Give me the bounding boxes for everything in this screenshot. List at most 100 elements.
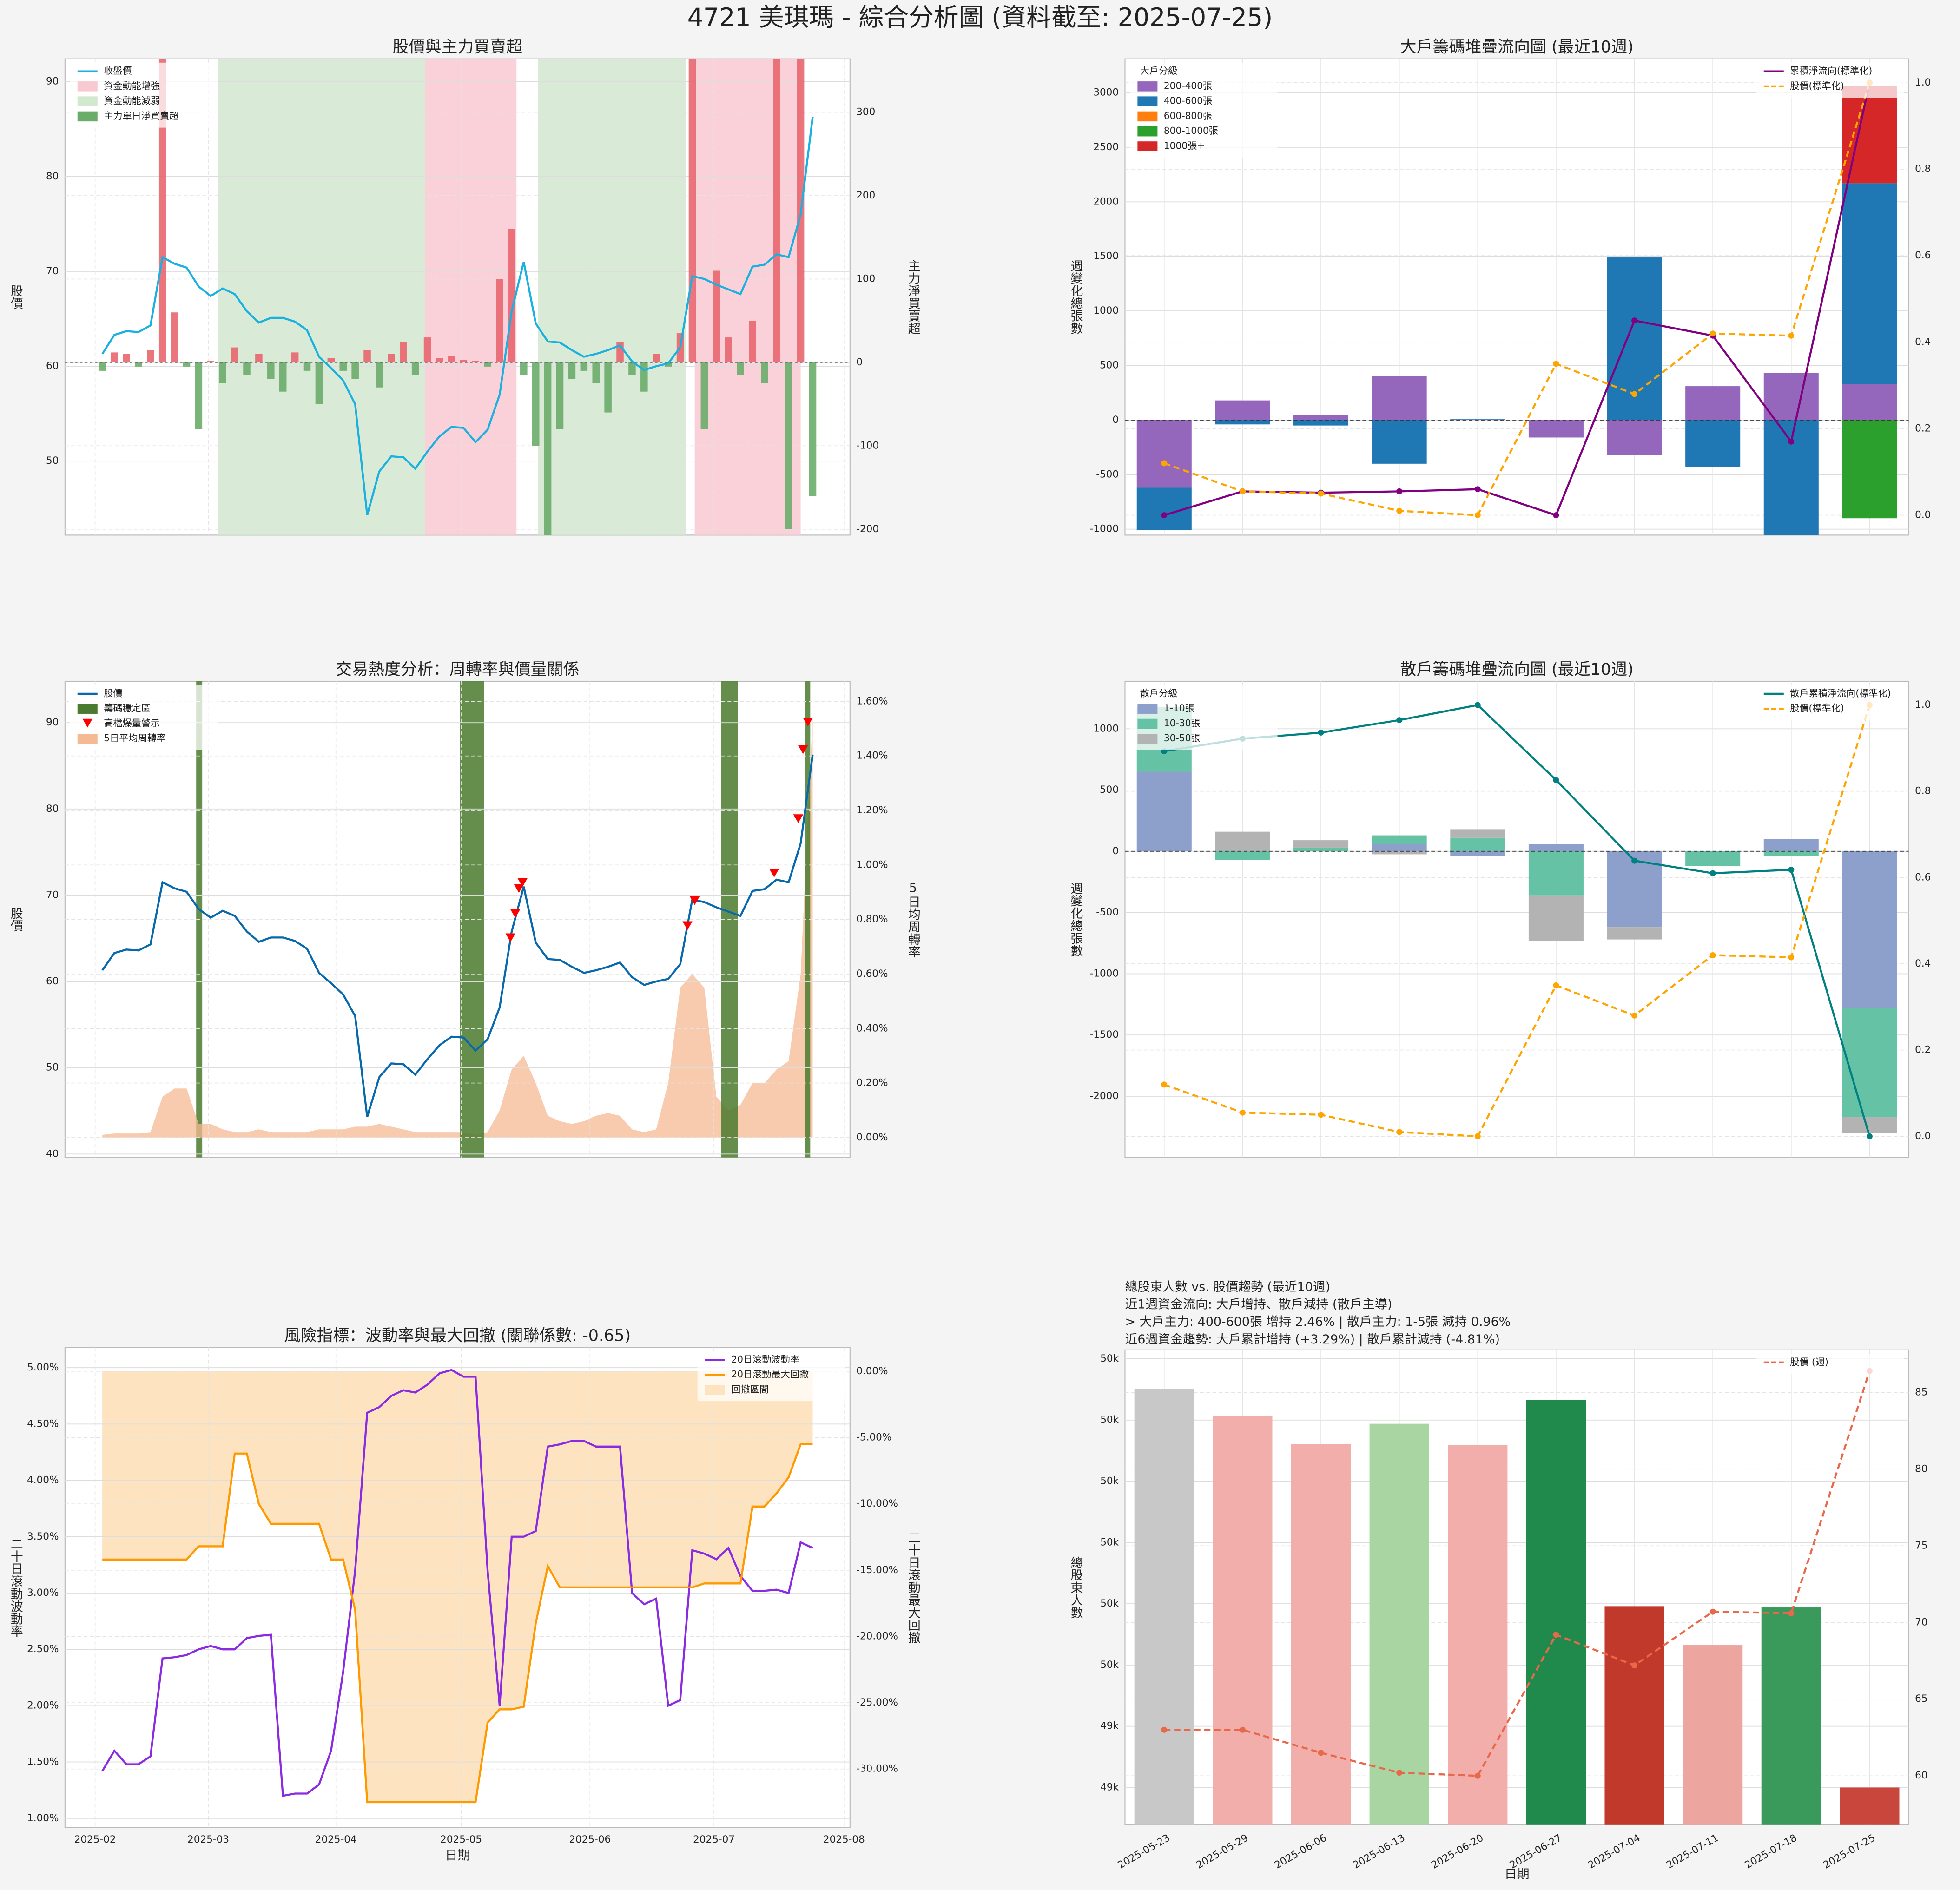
line-marker: [1474, 702, 1481, 708]
y2-tick-label: 0.80%: [856, 914, 888, 925]
bar: [508, 229, 515, 362]
line-marker: [1239, 1726, 1246, 1733]
y2-tick-label: 200: [856, 190, 875, 201]
y-tick-label: 50k: [1100, 1659, 1119, 1671]
chart-title: 股價與主力買賣超: [393, 38, 523, 57]
legend-label: 400-600張: [1164, 95, 1212, 106]
legend-label: 收盤價: [104, 65, 132, 76]
y2-axis-label: 主力淨買賣超: [906, 259, 920, 335]
legend-title: 大戶分級: [1140, 65, 1178, 76]
bar: [688, 59, 696, 362]
bar: [1215, 831, 1270, 851]
span: [694, 59, 801, 535]
legend-title: 散戶分級: [1140, 687, 1178, 698]
y-tick-label: 500: [1100, 784, 1119, 796]
bar: [532, 362, 540, 446]
bar: [1528, 851, 1584, 896]
bar: [1528, 844, 1584, 851]
warning-marker: [793, 814, 804, 823]
legend-label: 10-30張: [1164, 718, 1201, 729]
line-marker: [1396, 507, 1403, 514]
legend-box: [697, 1351, 845, 1402]
bar: [1528, 895, 1584, 941]
bar: [279, 362, 287, 392]
bar: [809, 362, 817, 496]
bar: [1683, 1645, 1743, 1825]
chart-title: > 大戶主力: 400-600張 增持 2.46% | 散戶主力: 1-5張 減…: [1125, 1315, 1511, 1329]
y2-tick-label: 0.00%: [856, 1132, 888, 1143]
y2-tick-label: 0.0: [1915, 1130, 1931, 1142]
line-marker: [1474, 1133, 1481, 1139]
bar: [123, 354, 130, 362]
bar: [231, 347, 238, 362]
y-tick-label: -1500: [1090, 1029, 1119, 1040]
bar: [773, 59, 780, 362]
line-marker: [1396, 1770, 1403, 1776]
y2-tick-label: 0.8: [1915, 785, 1931, 797]
bar: [496, 279, 503, 362]
legend-label: 股價: [104, 687, 122, 698]
bar: [1842, 420, 1897, 519]
legend-label: 主力單日淨買賣超: [104, 110, 178, 121]
y-tick-label: 1500: [1093, 250, 1119, 262]
bar: [195, 362, 203, 429]
bar: [1450, 419, 1505, 420]
bar: [111, 352, 118, 362]
y2-tick-label: 70: [1915, 1616, 1927, 1628]
y-tick-label: 70: [46, 265, 59, 277]
y-tick-label: 1000: [1093, 305, 1119, 316]
legend-label: 股價(標準化): [1790, 703, 1844, 714]
chart-title: 散戶籌碼堆疊流向圖 (最近10週): [1400, 660, 1633, 679]
bar: [1215, 400, 1270, 420]
bar: [1136, 771, 1192, 851]
y-tick-label: 70: [46, 889, 59, 901]
bar: [628, 362, 636, 375]
y-tick-label: 90: [46, 717, 59, 728]
bar: [664, 362, 672, 367]
chart-title: 近1週資金流向: 大戶增持、散戶減持 (散戶主導): [1125, 1297, 1392, 1312]
x-tick-label: 2025-06-20: [1429, 1832, 1485, 1871]
y-tick-label: 1.00%: [27, 1812, 59, 1824]
x-tick-label: 2025-07-11: [1664, 1832, 1721, 1871]
bar: [243, 362, 251, 375]
bar: [640, 362, 648, 392]
legend-box: [1756, 685, 1904, 720]
y2-tick-label: 100: [856, 273, 875, 284]
y-axis-label: 二十日滾動波動率: [8, 1537, 23, 1637]
x-tick-label: 2025-07: [693, 1834, 735, 1845]
x-tick-label: 2025-06-27: [1508, 1832, 1564, 1871]
x-tick-label: 2025-05-29: [1194, 1832, 1250, 1871]
legend-label: 5日平均周轉率: [104, 732, 166, 744]
y-tick-label: 50k: [1100, 1414, 1119, 1426]
span: [805, 681, 811, 1158]
y2-tick-label: 1.0: [1915, 77, 1931, 88]
y-axis-label: 股價: [8, 907, 23, 932]
bar: [700, 362, 708, 429]
bar: [1842, 851, 1897, 1008]
bar: [460, 360, 468, 362]
main-title: 4721 美琪瑪 - 綜合分析圖 (資料截至: 2025-07-25): [687, 2, 1273, 32]
warning-marker: [689, 896, 700, 905]
bar: [484, 362, 491, 367]
legend-label: 回撤區間: [731, 1383, 769, 1395]
line: [101, 1369, 813, 1797]
line-marker: [1161, 512, 1168, 519]
y-tick-label: 50k: [1100, 1598, 1119, 1609]
legend-label: 1000張+: [1164, 140, 1205, 151]
legend-swatch: [1137, 704, 1158, 714]
line-marker: [1788, 867, 1795, 873]
bar: [339, 362, 347, 371]
bar: [1763, 373, 1819, 420]
bar: [448, 356, 455, 362]
line-marker: [1788, 438, 1795, 445]
line-marker: [1318, 490, 1324, 497]
y2-tick-label: 80: [1915, 1463, 1927, 1475]
plot-area: [1124, 680, 1909, 1158]
y2-tick-label: 0.40%: [856, 1022, 888, 1034]
bar: [158, 59, 166, 362]
line-marker: [1396, 488, 1403, 494]
y2-tick-label: 0.0: [1915, 509, 1931, 521]
bar: [291, 352, 299, 362]
legend-label: 資金動能減弱: [104, 95, 160, 106]
legend: 股價 (週): [1756, 1353, 1904, 1374]
